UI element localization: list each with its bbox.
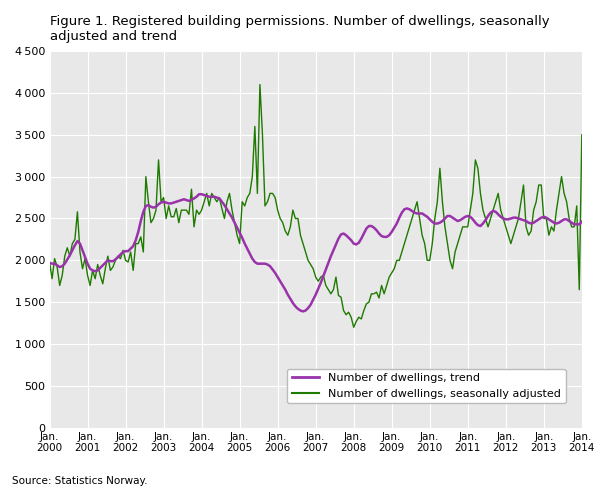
- Text: Figure 1. Registered building permissions. Number of dwellings, seasonally
adjus: Figure 1. Registered building permission…: [49, 15, 549, 43]
- Text: Source: Statistics Norway.: Source: Statistics Norway.: [12, 476, 148, 486]
- Legend: Number of dwellings, trend, Number of dwellings, seasonally adjusted: Number of dwellings, trend, Number of dw…: [287, 369, 565, 403]
